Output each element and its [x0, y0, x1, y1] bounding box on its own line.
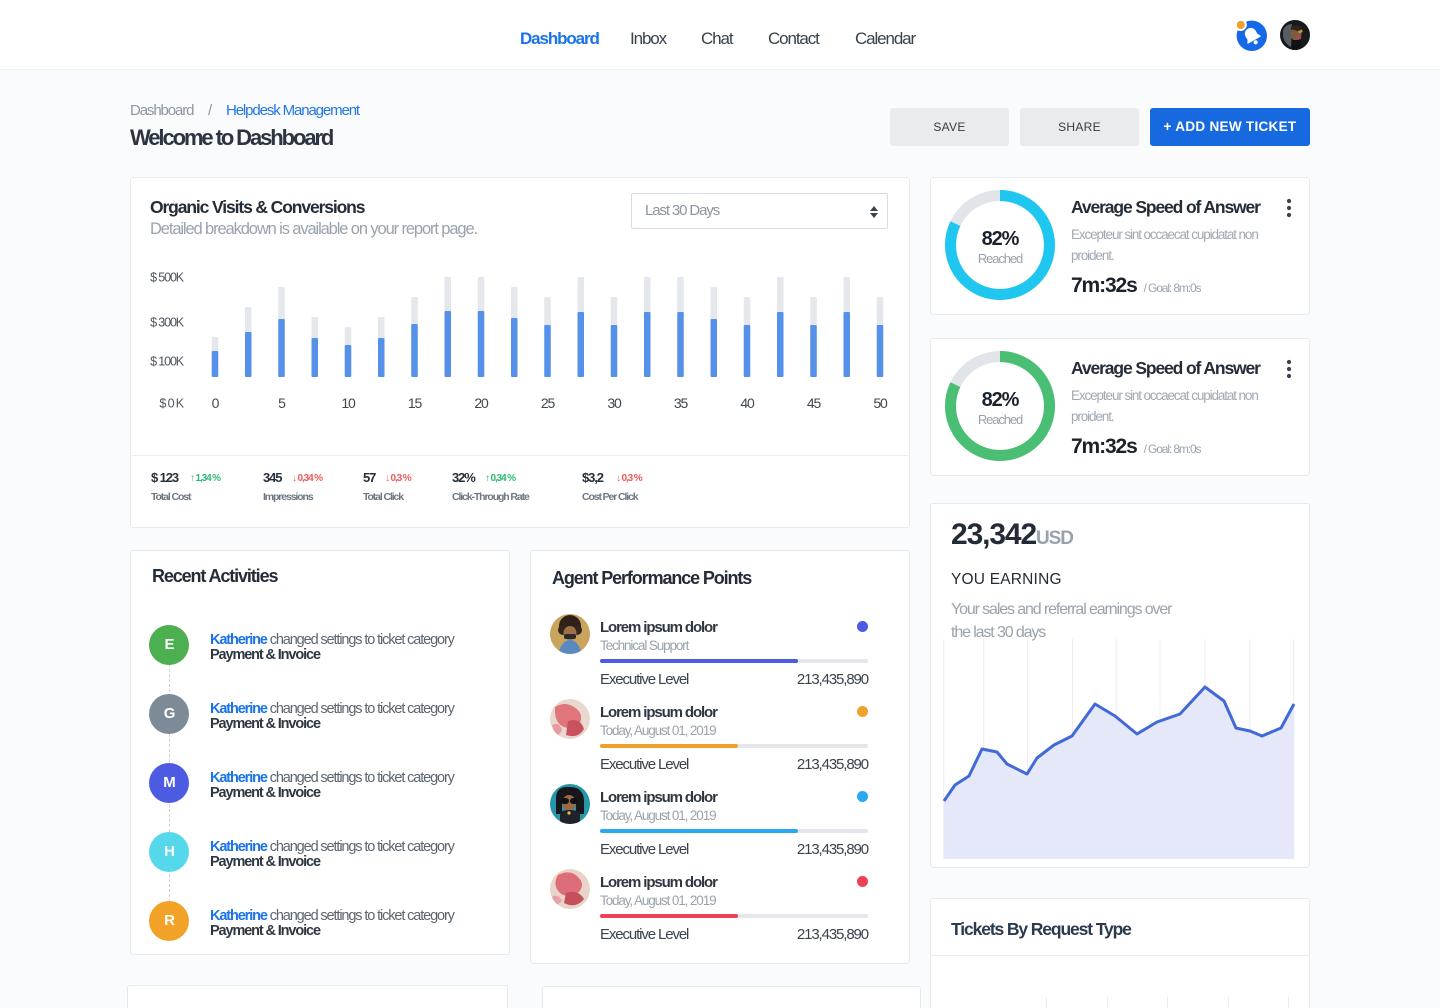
svg-text:$ 300K: $ 300K: [150, 316, 185, 330]
svg-text:15: 15: [408, 395, 423, 411]
svg-text:35: 35: [674, 395, 689, 411]
svg-text:5: 5: [278, 395, 286, 411]
svg-text:$ 100K: $ 100K: [150, 355, 185, 369]
svg-text:$ 500K: $ 500K: [150, 271, 185, 285]
svg-text:10: 10: [341, 395, 356, 411]
svg-text:0: 0: [212, 395, 220, 411]
svg-text:$ 0 K: $ 0 K: [159, 397, 184, 411]
svg-text:20: 20: [474, 395, 489, 411]
svg-text:50: 50: [873, 395, 888, 411]
svg-text:45: 45: [807, 395, 822, 411]
svg-text:40: 40: [740, 395, 755, 411]
svg-text:30: 30: [607, 395, 622, 411]
svg-text:25: 25: [541, 395, 556, 411]
